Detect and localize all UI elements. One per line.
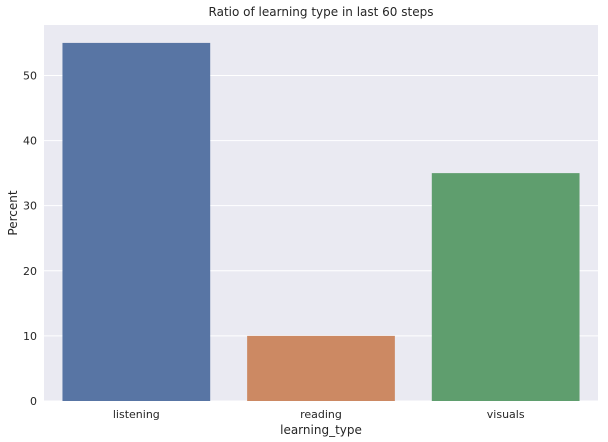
y-tick-label: 20 [23, 265, 37, 278]
x-tick-label-listening: listening [113, 408, 160, 421]
bar-listening [62, 42, 211, 402]
x-axis-label: learning_type [280, 423, 362, 437]
y-axis-label: Percent [6, 190, 20, 235]
y-tick-label: 50 [23, 69, 37, 82]
bar-reading [247, 335, 395, 401]
y-tick-label: 0 [30, 395, 37, 408]
bar-visuals [431, 173, 580, 401]
y-tick-labels: 0 10 20 30 40 50 [23, 69, 37, 408]
y-tick-label: 10 [23, 330, 37, 343]
y-tick-label: 40 [23, 135, 37, 148]
x-tick-label-reading: reading [300, 408, 342, 421]
y-tick-label: 30 [23, 200, 37, 213]
chart-title: Ratio of learning type in last 60 steps [209, 5, 434, 19]
x-tick-label-visuals: visuals [487, 408, 525, 421]
x-tick-labels: listening reading visuals [113, 408, 525, 421]
bars [62, 42, 580, 402]
